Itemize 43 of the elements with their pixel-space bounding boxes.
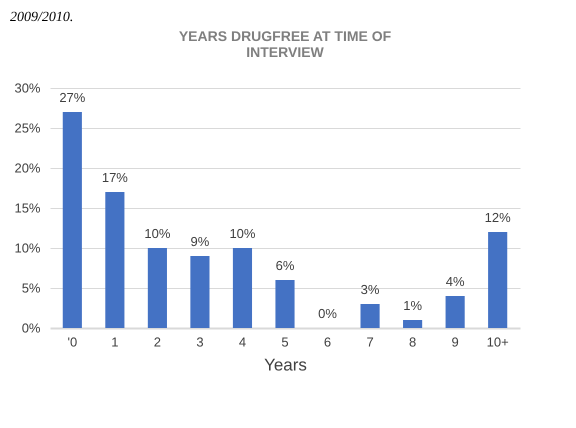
y-tick-label: 15% (14, 200, 41, 216)
text: 2009/2010. (10, 10, 74, 25)
x-tick-label: '0 (67, 334, 78, 350)
y-tick-label: 10% (14, 240, 41, 256)
bar (360, 304, 380, 328)
bar (148, 248, 167, 328)
x-tick-label: 8 (408, 334, 416, 350)
data-label: 3% (360, 282, 380, 297)
bar (275, 280, 295, 328)
y-tick-label: 0% (22, 320, 41, 336)
bar (488, 232, 508, 328)
x-tick-label: 7 (366, 334, 374, 350)
x-tick-label: 2 (154, 334, 162, 350)
y-tick-label: 5% (22, 280, 41, 296)
x-tick-label: 3 (196, 334, 204, 350)
bar (62, 112, 82, 328)
bar (105, 192, 124, 328)
data-label: 12% (484, 210, 512, 225)
x-tick-label: 9 (452, 334, 459, 350)
y-tick-label: 20% (14, 160, 41, 176)
bar (403, 320, 422, 328)
data-label: 9% (190, 234, 210, 249)
x-tick-label: 1 (111, 334, 118, 350)
y-tick-label: 25% (14, 120, 41, 136)
x-tick-label: 6 (324, 334, 332, 350)
data-label: 6% (276, 258, 295, 273)
bar (190, 256, 210, 328)
x-tick-label: 10+ (486, 334, 509, 350)
bar (446, 296, 465, 328)
data-label: 10% (144, 226, 171, 241)
data-label: 10% (229, 226, 256, 241)
data-label: 4% (446, 274, 465, 289)
data-label: 0% (318, 306, 338, 321)
data-label: 17% (102, 170, 128, 185)
x-axis-title: Years (264, 356, 307, 374)
text: INTERVIEW (246, 44, 324, 60)
x-tick-label: 4 (238, 334, 246, 350)
y-tick-label: 30% (14, 80, 41, 96)
text: YEARS DRUGFREE AT TIME OF (178, 28, 392, 44)
x-tick-label: 5 (281, 334, 289, 350)
bar (232, 248, 252, 328)
data-label: 1% (403, 298, 422, 313)
data-label: 27% (59, 90, 86, 105)
